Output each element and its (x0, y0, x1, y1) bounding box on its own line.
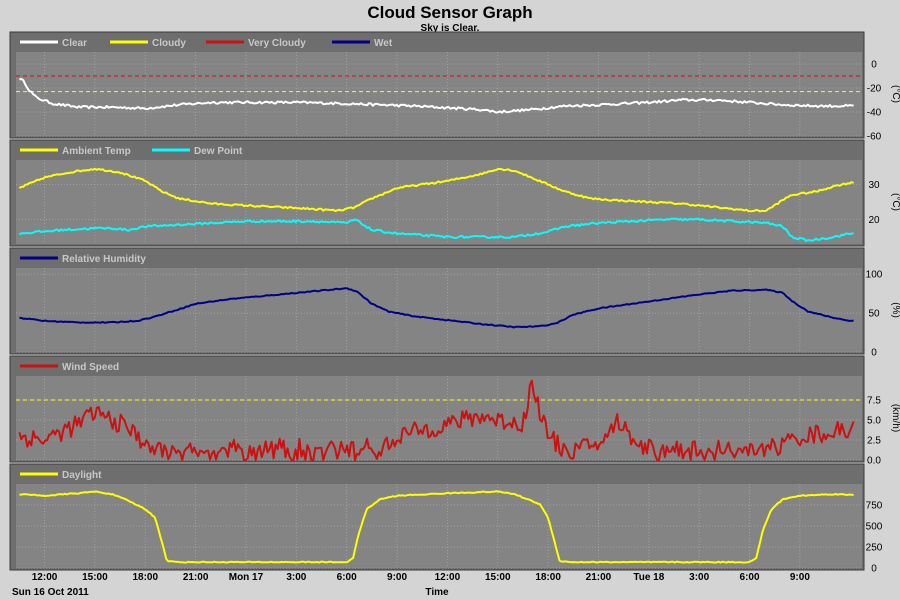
plot-area (16, 160, 862, 244)
chart-title: Cloud Sensor Graph (367, 3, 532, 22)
plot-area (16, 376, 862, 460)
panel-daylight: Daylight 750 500 250 0 (9, 463, 883, 575)
legend-label: Cloudy (152, 38, 186, 49)
y-tick-label: -60 (867, 132, 882, 143)
panel-wind: Wind Speed 7.5 5.0 2.5 0.0 (km/h) (9, 355, 900, 467)
y-tick-label: 500 (866, 522, 883, 533)
x-tick-label: 3:00 (286, 572, 306, 583)
y-tick-label: 20 (868, 215, 880, 226)
y-axis-label: (%) (890, 302, 900, 318)
y-tick-label: 100 (866, 270, 883, 281)
x-axis-label: Time (425, 587, 449, 598)
series-line-wind-speed (18, 379, 855, 461)
x-tick-label: 15:00 (485, 572, 511, 583)
legend-item: Wet (332, 38, 393, 49)
legend-item: Relative Humidity (20, 254, 146, 265)
x-tick-label: 6:00 (740, 572, 760, 583)
y-tick-label: 750 (866, 501, 883, 512)
y-tick-label: -40 (867, 108, 882, 119)
series-line-dew-point (18, 217, 854, 242)
y-tick-label: 2.5 (867, 436, 881, 447)
x-tick-label: Tue 18 (633, 572, 664, 583)
legend-item: Wind Speed (20, 362, 119, 373)
x-tick-label: 9:00 (387, 572, 407, 583)
y-tick-label: 30 (868, 180, 880, 191)
legend-label: Wind Speed (62, 362, 119, 373)
x-tick-label: 21:00 (586, 572, 612, 583)
legend-label: Ambient Temp (62, 146, 131, 157)
y-tick-label: 50 (868, 309, 880, 320)
y-tick-label: 0 (871, 564, 877, 575)
x-tick-label: 15:00 (82, 572, 108, 583)
legend-item: Daylight (20, 470, 102, 481)
x-tick-label: 3:00 (689, 572, 709, 583)
legend-label: Dew Point (194, 146, 243, 157)
panel-temperature: Ambient Temp Dew Point 30 20 (°C) (9, 139, 900, 247)
series-line-daylight (19, 490, 854, 564)
x-tick-label: 12:00 (32, 572, 58, 583)
y-axis-label: (°C) (890, 193, 900, 211)
y-tick-label: 5.0 (867, 416, 881, 427)
y-axis-label: (°C) (890, 85, 900, 103)
series-line-ambient-temp (18, 167, 855, 213)
panel-cloud: Clear Cloudy Very Cloudy Wet 0 -20 -40 -60 (°C) (9, 31, 900, 143)
y-tick-label: 7.5 (867, 396, 881, 407)
legend-label: Relative Humidity (62, 254, 146, 265)
y-tick-label: 0 (871, 60, 877, 71)
x-tick-label: 18:00 (132, 572, 158, 583)
legend-label: Wet (374, 38, 393, 49)
x-axis: 12:00 15:00 18:00 21:00 Mon 17 3:00 6:00 9:00 12… (32, 572, 811, 583)
x-tick-label: 9:00 (790, 572, 810, 583)
y-axis-label: (km/h) (890, 404, 900, 432)
x-tick-label: 18:00 (535, 572, 561, 583)
chart-subtitle: Sky is Clear. (421, 23, 480, 34)
y-tick-label: 0 (871, 348, 877, 359)
legend-item: Dew Point (152, 146, 243, 157)
x-tick-label: 6:00 (337, 572, 357, 583)
chart-panels: Clear Cloudy Very Cloudy Wet0-20-40-60(°C)A… (9, 31, 900, 575)
y-tick-label: 0.0 (867, 456, 881, 467)
legend-item: Cloudy (110, 38, 186, 49)
x-tick-label: 21:00 (183, 572, 209, 583)
legend-label: Very Cloudy (248, 38, 306, 49)
plot-area (16, 52, 862, 136)
legend-item: Clear (20, 38, 87, 49)
legend-label: Daylight (62, 470, 102, 481)
series-line-relative-humidity (19, 287, 854, 329)
y-tick-label: 250 (866, 543, 883, 554)
series-line-clear (19, 78, 854, 114)
plot-area (16, 268, 862, 352)
panel-humidity: Relative Humidity 100 50 0 (%) (9, 247, 900, 359)
x-tick-label: Mon 17 (229, 572, 264, 583)
y-tick-label: -20 (867, 84, 882, 95)
legend-item: Very Cloudy (206, 38, 306, 49)
x-tick-label: 12:00 (435, 572, 461, 583)
x-axis-date-label: Sun 16 Oct 2011 (12, 587, 89, 598)
legend-label: Clear (62, 38, 87, 49)
legend-item: Ambient Temp (20, 146, 131, 157)
